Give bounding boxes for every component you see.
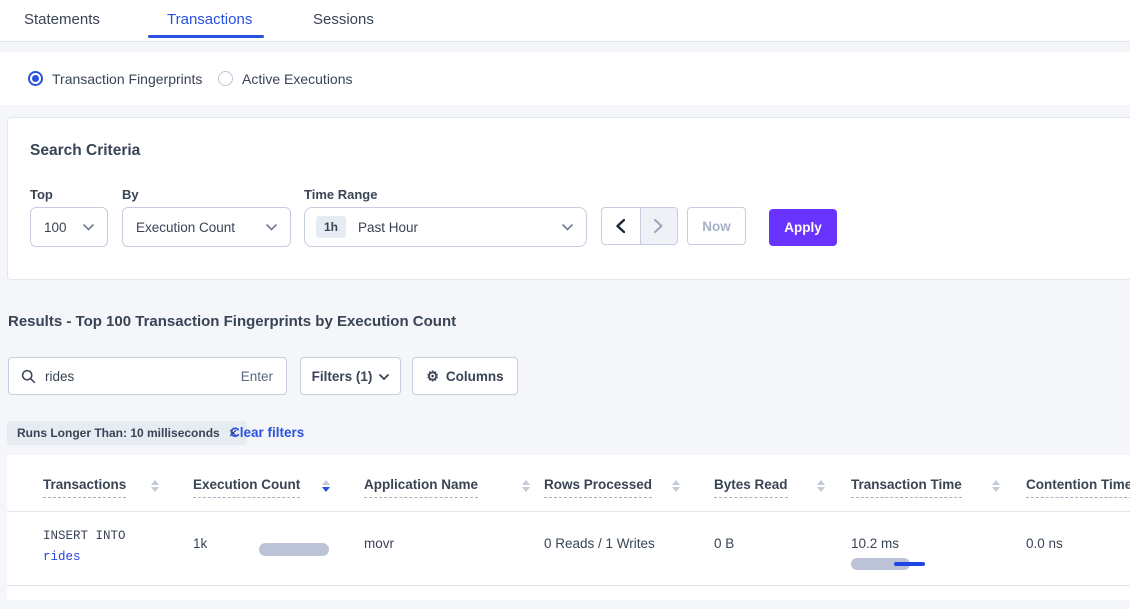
search-box: Enter xyxy=(8,357,287,395)
clear-filters-link[interactable]: Clear filters xyxy=(230,425,305,440)
top-select-value: 100 xyxy=(44,219,67,235)
prev-time-button[interactable] xyxy=(602,208,640,244)
results-table: Transactions Execution Count Application… xyxy=(7,455,1130,600)
transaction-time-bar xyxy=(851,558,931,570)
search-criteria-card: Search Criteria Top 100 By Execution Cou… xyxy=(7,117,1130,280)
sort-icon xyxy=(992,480,1000,492)
tab-statements[interactable]: Statements xyxy=(24,11,100,28)
by-select[interactable]: Execution Count xyxy=(122,207,291,247)
view-toggle-bar: Transaction Fingerprints Active Executio… xyxy=(0,52,1130,105)
enter-hint: Enter xyxy=(240,368,273,384)
rows-processed-cell: 0 Reads / 1 Writes xyxy=(544,536,655,551)
column-header-application-name[interactable]: Application Name xyxy=(364,455,544,511)
transaction-time-bar-stddev xyxy=(851,558,910,570)
sort-icon xyxy=(151,480,159,492)
transaction-cell: INSERT INTO rides xyxy=(43,512,193,585)
radio-label: Transaction Fingerprints xyxy=(52,70,203,87)
column-header-execution-count[interactable]: Execution Count xyxy=(193,455,364,511)
search-icon xyxy=(21,369,36,384)
filter-chip: Runs Longer Than: 10 milliseconds × xyxy=(7,421,248,445)
sort-icon xyxy=(672,480,680,492)
tab-sessions[interactable]: Sessions xyxy=(313,11,374,28)
filters-label: Filters (1) xyxy=(311,368,373,384)
search-criteria-title: Search Criteria xyxy=(30,142,141,159)
radio-selected-icon xyxy=(28,71,43,86)
chevron-down-icon xyxy=(83,223,94,231)
transaction-time-cell: 10.2 ms xyxy=(851,512,1026,585)
by-label: By xyxy=(122,187,139,202)
transaction-time-value: 10.2 ms xyxy=(851,536,900,551)
time-range-badge: 1h xyxy=(316,216,347,238)
next-time-button[interactable] xyxy=(639,208,677,244)
table-header-row: Transactions Execution Count Application… xyxy=(7,455,1130,512)
execution-count-cell: 1k xyxy=(193,512,364,585)
tab-transactions[interactable]: Transactions xyxy=(167,11,253,28)
chevron-down-icon xyxy=(562,223,573,231)
bytes-read-cell: 0 B xyxy=(714,536,735,551)
search-input[interactable] xyxy=(45,368,241,384)
top-select[interactable]: 100 xyxy=(30,207,108,247)
chevron-down-icon xyxy=(266,223,277,231)
sql-statement: INSERT INTO xyxy=(43,529,126,543)
column-header-transactions[interactable]: Transactions xyxy=(43,455,193,511)
gear-icon: ⚙ xyxy=(426,368,439,384)
radio-unselected-icon xyxy=(218,71,233,86)
radio-label: Active Executions xyxy=(242,70,353,87)
by-select-value: Execution Count xyxy=(136,219,236,235)
column-header-rows-processed[interactable]: Rows Processed xyxy=(544,455,714,511)
column-header-transaction-time[interactable]: Transaction Time xyxy=(851,455,1026,511)
radio-transaction-fingerprints[interactable]: Transaction Fingerprints xyxy=(28,52,202,105)
filter-chip-label: Runs Longer Than: 10 milliseconds xyxy=(17,426,220,440)
close-icon[interactable]: × xyxy=(228,424,238,442)
tab-bar: Statements Transactions Sessions xyxy=(0,0,1130,42)
time-range-select[interactable]: 1h Past Hour xyxy=(304,207,587,247)
top-label: Top xyxy=(30,187,53,202)
column-header-bytes-read[interactable]: Bytes Read xyxy=(714,455,851,511)
transaction-fingerprint-link[interactable]: rides xyxy=(43,550,81,564)
application-name-cell: movr xyxy=(364,536,394,551)
time-range-arrows xyxy=(601,207,678,245)
table-row: INSERT INTO rides 1k movr 0 Reads / 1 Wr… xyxy=(7,512,1130,586)
results-heading: Results - Top 100 Transaction Fingerprin… xyxy=(8,313,457,330)
columns-label: Columns xyxy=(445,368,504,384)
sort-icon xyxy=(817,480,825,492)
execution-count-bar xyxy=(259,543,330,556)
now-button[interactable]: Now xyxy=(687,207,746,245)
radio-active-executions[interactable]: Active Executions xyxy=(218,52,353,105)
filters-button[interactable]: Filters (1) xyxy=(300,357,401,395)
chevron-left-icon xyxy=(616,219,626,233)
sort-icon xyxy=(522,480,530,492)
chevron-down-icon xyxy=(379,374,390,380)
time-range-label: Time Range xyxy=(304,187,378,202)
time-range-value: Past Hour xyxy=(358,219,419,235)
apply-button[interactable]: Apply xyxy=(769,209,837,246)
contention-time-cell: 0.0 ns xyxy=(1026,536,1063,551)
sort-desc-icon xyxy=(322,480,330,492)
execution-count-value: 1k xyxy=(193,536,208,551)
chevron-right-icon xyxy=(654,219,663,233)
columns-button[interactable]: ⚙ Columns xyxy=(412,357,518,395)
column-header-contention-time[interactable]: Contention Time xyxy=(1026,455,1130,511)
active-tab-underline xyxy=(148,35,264,38)
transaction-time-bar-mean xyxy=(894,562,925,566)
